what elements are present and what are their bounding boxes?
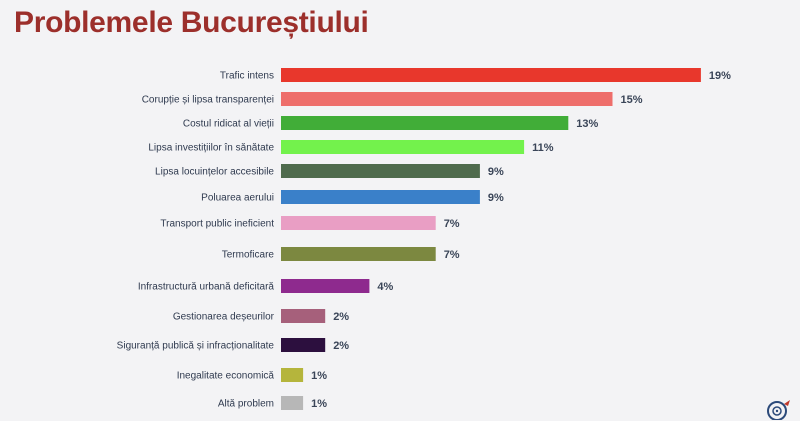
category-label: Siguranță publică și infracționalitate — [117, 341, 275, 352]
value-label: 11% — [532, 142, 554, 154]
bar — [281, 140, 525, 154]
value-label: 9% — [488, 192, 504, 204]
value-label: 9% — [488, 166, 504, 178]
value-label: 2% — [333, 340, 349, 352]
bar — [281, 116, 569, 130]
bar — [281, 190, 480, 204]
value-label: 7% — [444, 218, 460, 230]
value-label: 7% — [444, 249, 460, 261]
bar — [281, 68, 701, 82]
bar — [281, 279, 370, 293]
category-label: Trafic intens — [220, 71, 274, 82]
category-label: Lipsa investițiilor în sănătate — [148, 143, 274, 154]
category-label: Poluarea aerului — [201, 193, 274, 204]
value-label: 4% — [377, 281, 393, 293]
category-label: Gestionarea deșeurilor — [173, 312, 275, 323]
category-label: Lipsa locuințelor accesibile — [155, 167, 274, 178]
bar — [281, 396, 304, 410]
value-label: 2% — [333, 311, 349, 323]
category-label: Altă problem — [218, 399, 274, 410]
bar — [281, 92, 613, 106]
bar — [281, 247, 436, 261]
target-logo-icon — [767, 400, 790, 420]
bar — [281, 216, 436, 230]
value-label: 19% — [709, 70, 731, 82]
category-label: Corupție și lipsa transparenței — [142, 95, 274, 106]
bar — [281, 338, 326, 352]
category-label: Transport public ineficient — [160, 219, 274, 230]
bar — [281, 164, 480, 178]
category-label: Inegalitate economică — [177, 371, 275, 382]
value-label: 13% — [576, 118, 598, 130]
value-label: 1% — [311, 370, 327, 382]
value-label: 1% — [311, 398, 327, 410]
category-label: Costul ridicat al vieții — [183, 119, 274, 130]
bar — [281, 309, 326, 323]
chart-title: Problemele Bucureștiului — [14, 6, 369, 39]
value-label: 15% — [621, 94, 643, 106]
category-label: Termoficare — [222, 250, 275, 261]
category-label: Infrastructură urbană deficitară — [138, 282, 275, 293]
bar — [281, 368, 304, 382]
